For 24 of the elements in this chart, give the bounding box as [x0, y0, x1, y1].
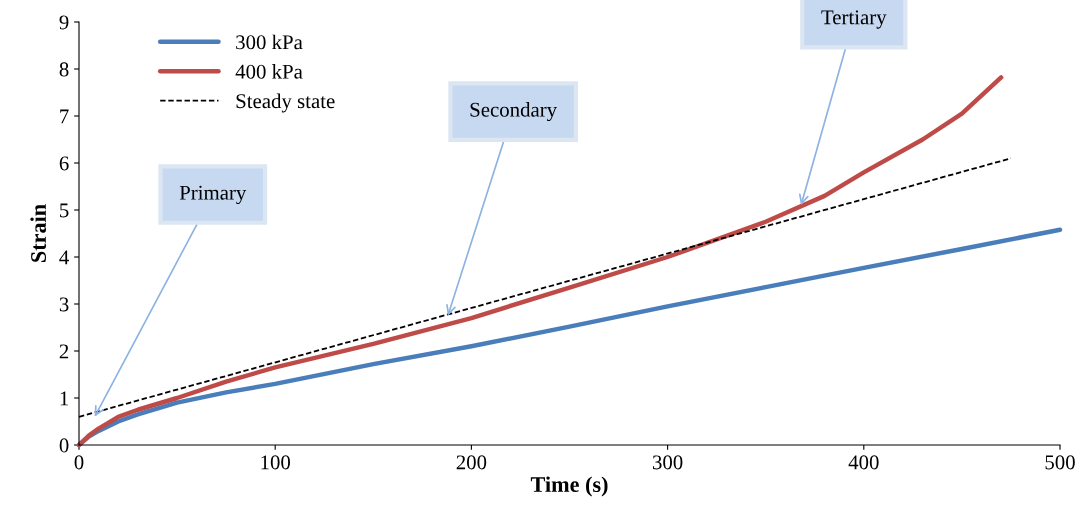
- y-tick-label: 8: [59, 62, 69, 77]
- annotation: Primary: [179, 185, 247, 205]
- y-tick-label: 0: [59, 438, 69, 453]
- y-tick-label: 2: [59, 344, 69, 359]
- x-tick-label: 100: [261, 455, 291, 470]
- legend-label: 400 kPa: [235, 64, 303, 79]
- legend-label: 300 kPa: [236, 34, 303, 50]
- annotation: Tertiary: [821, 10, 887, 29]
- y-tick-label: 9: [59, 15, 69, 30]
- y-tick-label: 7: [60, 109, 69, 124]
- x-tick-label: 300: [652, 455, 683, 470]
- y-tick-label: 4: [59, 250, 69, 265]
- y-axis-title: Strain: [30, 204, 47, 262]
- x-tick-label: 400: [848, 455, 879, 470]
- annotation: Secondary: [470, 102, 558, 122]
- y-tick-label: 5: [60, 203, 69, 218]
- legend-label: Steady state: [236, 93, 335, 113]
- x-tick-label: 200: [456, 455, 487, 470]
- y-tick-label: 1: [60, 391, 69, 406]
- y-tick-label: 3: [59, 297, 69, 312]
- x-tick-label: 0: [74, 455, 84, 470]
- y-tick-label: 6: [59, 156, 69, 171]
- x-tick-label: 500: [1045, 455, 1075, 470]
- x-axis-title: Time (s): [530, 476, 608, 497]
